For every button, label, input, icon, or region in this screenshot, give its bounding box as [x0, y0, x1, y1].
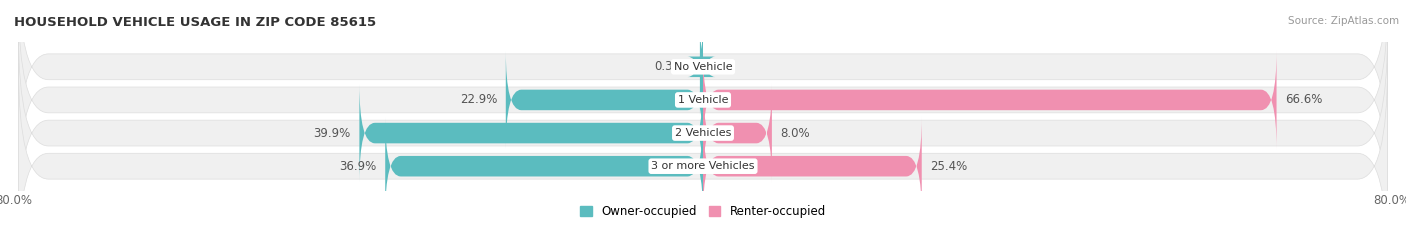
- FancyBboxPatch shape: [703, 84, 772, 182]
- Text: No Vehicle: No Vehicle: [673, 62, 733, 72]
- Text: 2 Vehicles: 2 Vehicles: [675, 128, 731, 138]
- Text: 3 or more Vehicles: 3 or more Vehicles: [651, 161, 755, 171]
- Text: 36.9%: 36.9%: [339, 160, 377, 173]
- Text: Source: ZipAtlas.com: Source: ZipAtlas.com: [1288, 16, 1399, 26]
- FancyBboxPatch shape: [688, 17, 716, 116]
- Text: HOUSEHOLD VEHICLE USAGE IN ZIP CODE 85615: HOUSEHOLD VEHICLE USAGE IN ZIP CODE 8561…: [14, 16, 377, 29]
- Text: 25.4%: 25.4%: [931, 160, 967, 173]
- FancyBboxPatch shape: [18, 0, 1388, 203]
- Text: 66.6%: 66.6%: [1285, 93, 1323, 106]
- FancyBboxPatch shape: [18, 63, 1388, 233]
- FancyBboxPatch shape: [506, 51, 703, 149]
- Text: 0.36%: 0.36%: [654, 60, 692, 73]
- FancyBboxPatch shape: [360, 84, 703, 182]
- FancyBboxPatch shape: [703, 51, 1277, 149]
- FancyBboxPatch shape: [18, 30, 1388, 233]
- Text: 39.9%: 39.9%: [314, 127, 350, 140]
- Text: 22.9%: 22.9%: [460, 93, 498, 106]
- Legend: Owner-occupied, Renter-occupied: Owner-occupied, Renter-occupied: [579, 205, 827, 218]
- FancyBboxPatch shape: [385, 117, 703, 216]
- Text: 1 Vehicle: 1 Vehicle: [678, 95, 728, 105]
- FancyBboxPatch shape: [18, 0, 1388, 170]
- FancyBboxPatch shape: [703, 117, 922, 216]
- Text: 8.0%: 8.0%: [780, 127, 810, 140]
